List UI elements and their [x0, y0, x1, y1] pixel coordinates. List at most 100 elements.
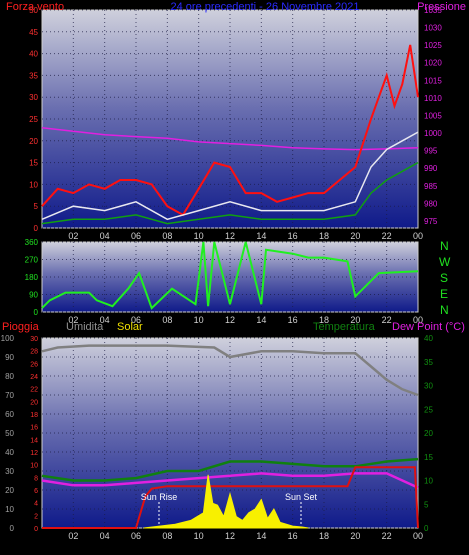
x-tick-label: 18 — [319, 531, 329, 541]
y-umidita-tick-label: 20 — [5, 486, 14, 495]
y-left-tick-label: 0 — [34, 224, 39, 233]
y-temp-tick-label: 0 — [424, 524, 429, 533]
y-left-tick-label: 25 — [29, 115, 38, 124]
x-tick-label: 06 — [131, 231, 141, 241]
y-pioggia-tick-label: 22 — [30, 387, 38, 394]
y-pioggia-tick-label: 26 — [30, 361, 38, 368]
compass-n-top: N — [440, 239, 449, 253]
x-tick-label: 02 — [68, 531, 78, 541]
x-tick-label: 00 — [413, 315, 423, 325]
y-direction-tick-label: 180 — [25, 273, 39, 282]
series-line-pioggia — [42, 466, 419, 529]
y-pioggia-tick-label: 28 — [30, 349, 38, 356]
legend-dewpoint: Dew Point (°C) — [392, 321, 465, 333]
y-pioggia-tick-label: 30 — [30, 336, 38, 343]
y-temp-tick-label: 35 — [424, 358, 433, 367]
sunrise-label: Sun Rise — [141, 492, 178, 502]
compass-n-bottom: N — [440, 303, 449, 317]
series-line-vento-medio — [41, 161, 419, 225]
y-pioggia-tick-label: 8 — [34, 475, 38, 482]
series-line-umidita — [41, 344, 419, 397]
direction-grid — [42, 241, 418, 313]
y-right-tick-label: 995 — [424, 147, 438, 156]
x-tick-label: 12 — [225, 315, 235, 325]
x-tick-label: 20 — [350, 231, 360, 241]
x-tick-label: 16 — [288, 315, 298, 325]
x-tick-label: 06 — [131, 531, 141, 541]
y-umidita-tick-label: 70 — [5, 391, 14, 400]
y-umidita-tick-label: 60 — [5, 410, 14, 419]
x-tick-label: 02 — [68, 315, 78, 325]
y-right-tick-label: 980 — [424, 199, 438, 208]
x-tick-label: 16 — [288, 231, 298, 241]
y-right-tick-label: 1020 — [424, 59, 442, 68]
header-left-label: Forza vento — [6, 1, 64, 13]
y-temp-tick-label: 20 — [424, 429, 433, 438]
x-tick-label: 10 — [194, 315, 204, 325]
wind-grid — [42, 9, 418, 229]
y-right-tick-label: 1025 — [424, 41, 442, 50]
y-temp-tick-label: 10 — [424, 477, 433, 486]
y-left-tick-label: 35 — [29, 71, 38, 80]
y-direction-tick-label: 360 — [25, 238, 39, 247]
y-left-tick-label: 5 — [34, 202, 39, 211]
compass-w: W — [439, 255, 451, 269]
y-right-tick-label: 1035 — [424, 6, 442, 15]
x-tick-label: 22 — [382, 315, 392, 325]
header-right-label: Pressione — [417, 1, 466, 13]
x-tick-label: 20 — [350, 315, 360, 325]
x-tick-label: 04 — [100, 531, 110, 541]
x-tick-label: 10 — [194, 231, 204, 241]
series-line-pressione — [41, 127, 419, 151]
y-right-tick-label: 985 — [424, 182, 438, 191]
y-pioggia-tick-label: 2 — [34, 513, 38, 520]
y-left-tick-label: 45 — [29, 28, 38, 37]
x-tick-label: 00 — [413, 231, 423, 241]
y-right-tick-label: 1030 — [424, 24, 442, 33]
series-line-raffica — [41, 44, 419, 217]
x-tick-label: 08 — [162, 315, 172, 325]
y-pioggia-tick-label: 0 — [34, 526, 38, 533]
series-line-vento — [41, 131, 419, 221]
y-pioggia-tick-label: 12 — [30, 450, 38, 457]
y-temp-tick-label: 15 — [424, 453, 433, 462]
legend-temperatura: Temperatura — [313, 321, 376, 333]
x-tick-label: 12 — [225, 531, 235, 541]
y-direction-tick-label: 90 — [29, 291, 38, 300]
y-left-tick-label: 10 — [29, 180, 38, 189]
y-pioggia-tick-label: 18 — [30, 412, 38, 419]
compass-e: E — [440, 287, 448, 301]
y-left-tick-label: 30 — [29, 93, 38, 102]
x-tick-label: 22 — [382, 231, 392, 241]
series-line-dew-point — [41, 472, 419, 489]
y-left-tick-label: 20 — [29, 137, 38, 146]
legend-pioggia: Pioggia — [2, 321, 40, 333]
y-umidita-tick-label: 0 — [10, 524, 15, 533]
y-right-tick-label: 1005 — [424, 111, 442, 120]
series-area-solar — [143, 474, 309, 529]
y-umidita-tick-label: 40 — [5, 448, 14, 457]
x-tick-label: 14 — [256, 315, 266, 325]
x-tick-label: 08 — [162, 231, 172, 241]
y-temp-tick-label: 25 — [424, 405, 433, 414]
y-pioggia-tick-label: 10 — [30, 463, 38, 470]
y-right-tick-label: 990 — [424, 164, 438, 173]
x-tick-label: 22 — [382, 531, 392, 541]
series-line-direzione — [41, 241, 419, 310]
y-umidita-tick-label: 90 — [5, 353, 14, 362]
y-pioggia-tick-label: 24 — [30, 374, 38, 381]
y-direction-tick-label: 0 — [34, 308, 39, 317]
y-umidita-tick-label: 50 — [5, 429, 14, 438]
x-tick-label: 20 — [350, 531, 360, 541]
compass-s: S — [440, 271, 448, 285]
y-temp-tick-label: 30 — [424, 382, 433, 391]
x-tick-label: 08 — [162, 531, 172, 541]
y-pioggia-tick-label: 16 — [30, 425, 38, 432]
sunset-label: Sun Set — [285, 492, 318, 502]
x-tick-label: 04 — [100, 315, 110, 325]
y-umidita-tick-label: 80 — [5, 372, 14, 381]
y-pioggia-tick-label: 14 — [30, 437, 38, 444]
x-tick-label: 18 — [319, 315, 329, 325]
